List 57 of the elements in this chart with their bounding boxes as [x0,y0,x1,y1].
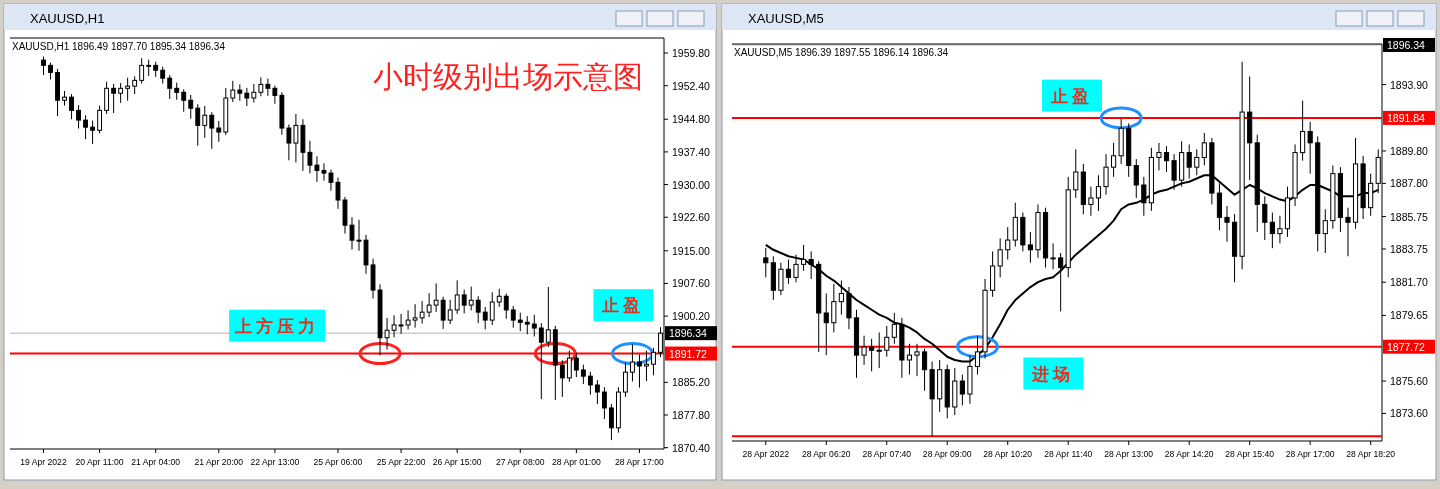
annotation: 止盈 [1050,86,1093,106]
y-tick-label: 1883.75 [1390,242,1429,255]
x-tick-label: 28 Apr 13:00 [1104,449,1154,459]
y-tick-label: 1952.40 [672,79,711,92]
y-tick-label: 1889.80 [1390,144,1429,157]
y-tick-label: 1944.80 [672,113,711,126]
annotation: 进场 [1031,364,1075,384]
chart-title: XAUUSD,H1 [30,11,105,26]
y-tick-label: 1885.20 [672,376,711,389]
x-tick-label: 28 Apr 09:00 [922,449,972,459]
x-tick-label: 28 Apr 15:40 [1225,449,1275,459]
x-tick-label: 28 Apr 01:00 [551,457,601,467]
y-tick-label: 1875.60 [1390,375,1429,388]
ref-line-label: 1877.72 [1387,340,1426,353]
y-tick-label: 1885.75 [1390,210,1429,223]
y-tick-label: 1873.60 [1390,407,1429,420]
chart-subtitle: XAUUSD,H1 1896.49 1897.70 1895.34 1896.34 [12,41,226,52]
x-tick-label: 25 Apr 22:00 [376,457,426,467]
y-tick-label: 1922.60 [672,211,711,224]
x-tick-label: 22 Apr 13:00 [250,457,300,467]
x-tick-label: 28 Apr 18:20 [1346,449,1396,459]
annotation: 小时级别出场示意图 [373,59,643,93]
x-tick-label: 28 Apr 06:20 [801,449,851,459]
chart-title: XAUUSD,M5 [748,11,824,26]
annotation: 上方压力 [234,316,320,336]
y-tick-label: 1930.00 [672,178,711,191]
y-tick-label: 1937.40 [672,145,711,158]
x-tick-label: 21 Apr 04:00 [131,457,181,467]
x-tick-label: 19 Apr 2022 [20,457,67,467]
chart-subtitle: XAUUSD,M5 1896.39 1897.55 1896.14 1896.34 [734,47,949,58]
x-tick-label: 27 Apr 08:00 [495,457,545,467]
y-tick-label: 1887.80 [1390,177,1429,190]
annotation: 止盈 [601,296,645,316]
ref-line-label: 1896.34 [1387,38,1426,51]
ref-line-label: 1891.72 [669,347,708,360]
y-tick-label: 1870.40 [672,441,711,454]
y-tick-label: 1959.80 [672,47,711,60]
x-tick-label: 28 Apr 07:40 [862,449,912,459]
x-tick-label: 21 Apr 20:00 [194,457,244,467]
ref-line-label: 1896.34 [669,327,708,340]
x-tick-label: 25 Apr 06:00 [313,457,363,467]
x-tick-label: 28 Apr 10:20 [983,449,1033,459]
x-tick-label: 26 Apr 15:00 [432,457,482,467]
y-tick-label: 1915.00 [672,244,711,257]
x-tick-label: 28 Apr 14:20 [1164,449,1214,459]
x-tick-label: 28 Apr 17:00 [615,457,665,467]
y-tick-label: 1900.20 [672,310,711,323]
x-tick-label: 28 Apr 11:40 [1044,449,1093,459]
x-tick-label: 28 Apr 17:00 [1285,449,1335,459]
y-tick-label: 1881.70 [1390,276,1429,289]
ref-line-label: 1891.84 [1387,111,1426,124]
y-tick-label: 1877.80 [672,409,711,422]
y-tick-label: 1893.90 [1390,78,1429,91]
x-tick-label: 20 Apr 11:00 [75,457,124,467]
x-tick-label: 28 Apr 2022 [742,449,790,459]
y-tick-label: 1907.60 [672,277,711,290]
y-tick-label: 1879.65 [1390,309,1429,322]
